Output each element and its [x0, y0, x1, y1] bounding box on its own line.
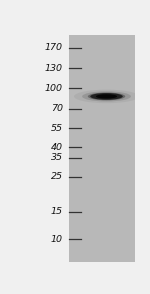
Ellipse shape: [90, 93, 123, 100]
Text: 100: 100: [45, 84, 63, 93]
Ellipse shape: [96, 94, 117, 98]
Bar: [19, 35, 69, 262]
Text: 70: 70: [51, 104, 63, 113]
Ellipse shape: [82, 91, 131, 101]
Text: 40: 40: [51, 143, 63, 152]
Text: 15: 15: [51, 207, 63, 216]
Text: 170: 170: [45, 43, 63, 52]
Ellipse shape: [88, 93, 125, 100]
Text: 25: 25: [51, 172, 63, 181]
Text: 130: 130: [45, 64, 63, 73]
Bar: [69, 35, 135, 262]
Text: 55: 55: [51, 123, 63, 133]
Ellipse shape: [74, 90, 139, 103]
Text: 35: 35: [51, 153, 63, 163]
Text: 10: 10: [51, 235, 63, 243]
